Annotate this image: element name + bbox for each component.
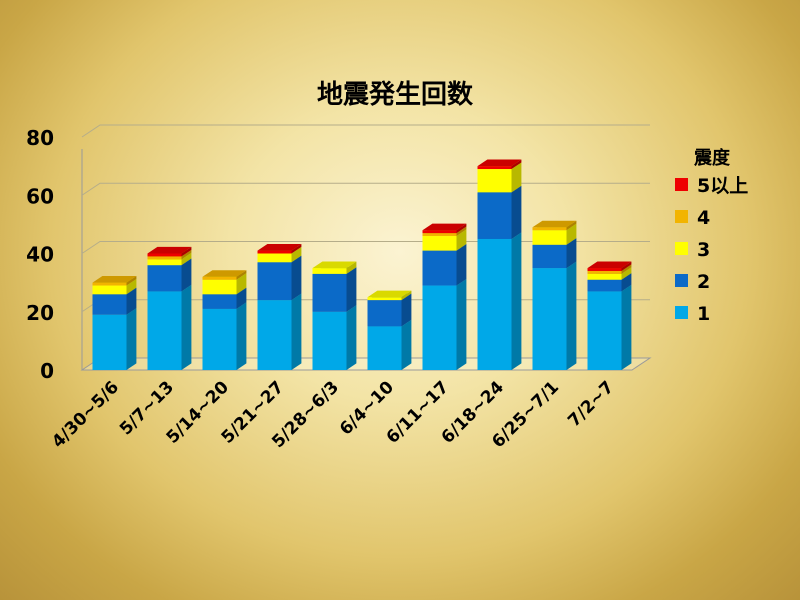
bar-segment — [257, 255, 302, 301]
legend-item: 5以上 — [675, 175, 748, 197]
bar-segment — [312, 305, 357, 370]
bar-segment — [92, 276, 137, 286]
legend-label: 4 — [697, 207, 710, 229]
bar-segment — [422, 223, 467, 234]
bar-segment — [202, 302, 247, 370]
legend-label: 1 — [697, 303, 710, 325]
legend-swatch — [675, 178, 688, 191]
bar-segment — [422, 278, 467, 370]
x-category-label: 7/2~7 — [564, 377, 618, 431]
bar-segment — [312, 261, 357, 274]
y-tick-label: 40 — [26, 243, 54, 267]
bar-segment — [587, 284, 632, 370]
bar-segment — [257, 243, 302, 254]
bar-segment — [477, 232, 522, 370]
bar-segment — [532, 220, 577, 231]
legend-swatch — [675, 242, 688, 255]
legend-item: 4 — [675, 207, 710, 229]
gridline — [81, 241, 650, 254]
legend-label: 3 — [697, 239, 710, 261]
bar-segment — [312, 267, 357, 312]
bar-segment — [147, 284, 192, 370]
bar-segment — [92, 308, 137, 370]
legend-label: 5以上 — [697, 175, 748, 197]
bar-segment — [147, 246, 192, 257]
chart-title: 地震発生回数 — [317, 80, 474, 110]
bar-segment — [532, 261, 577, 370]
bar-segment — [257, 293, 302, 370]
bar-segment — [202, 270, 247, 280]
legend-item: 3 — [675, 239, 710, 261]
bar-segment — [367, 290, 412, 301]
x-category-label: 4/30~5/6 — [48, 377, 123, 452]
gridline — [81, 124, 650, 138]
legend-item: 1 — [675, 303, 710, 325]
y-tick-label: 0 — [40, 359, 54, 383]
y-tick-label: 60 — [26, 184, 54, 208]
legend-item: 2 — [675, 271, 710, 293]
legend-swatch — [675, 306, 688, 319]
bar-segment — [587, 261, 632, 271]
bar-segment — [367, 319, 412, 370]
legend-title: 震度 — [694, 147, 731, 169]
legend-swatch — [675, 210, 688, 223]
legend-swatch — [675, 274, 688, 287]
bar-segment — [477, 159, 522, 170]
legend-label: 2 — [697, 271, 710, 293]
gridline — [81, 182, 650, 196]
y-tick-label: 20 — [26, 301, 54, 325]
y-tick-label: 80 — [26, 126, 54, 150]
bar-segment — [477, 185, 522, 239]
